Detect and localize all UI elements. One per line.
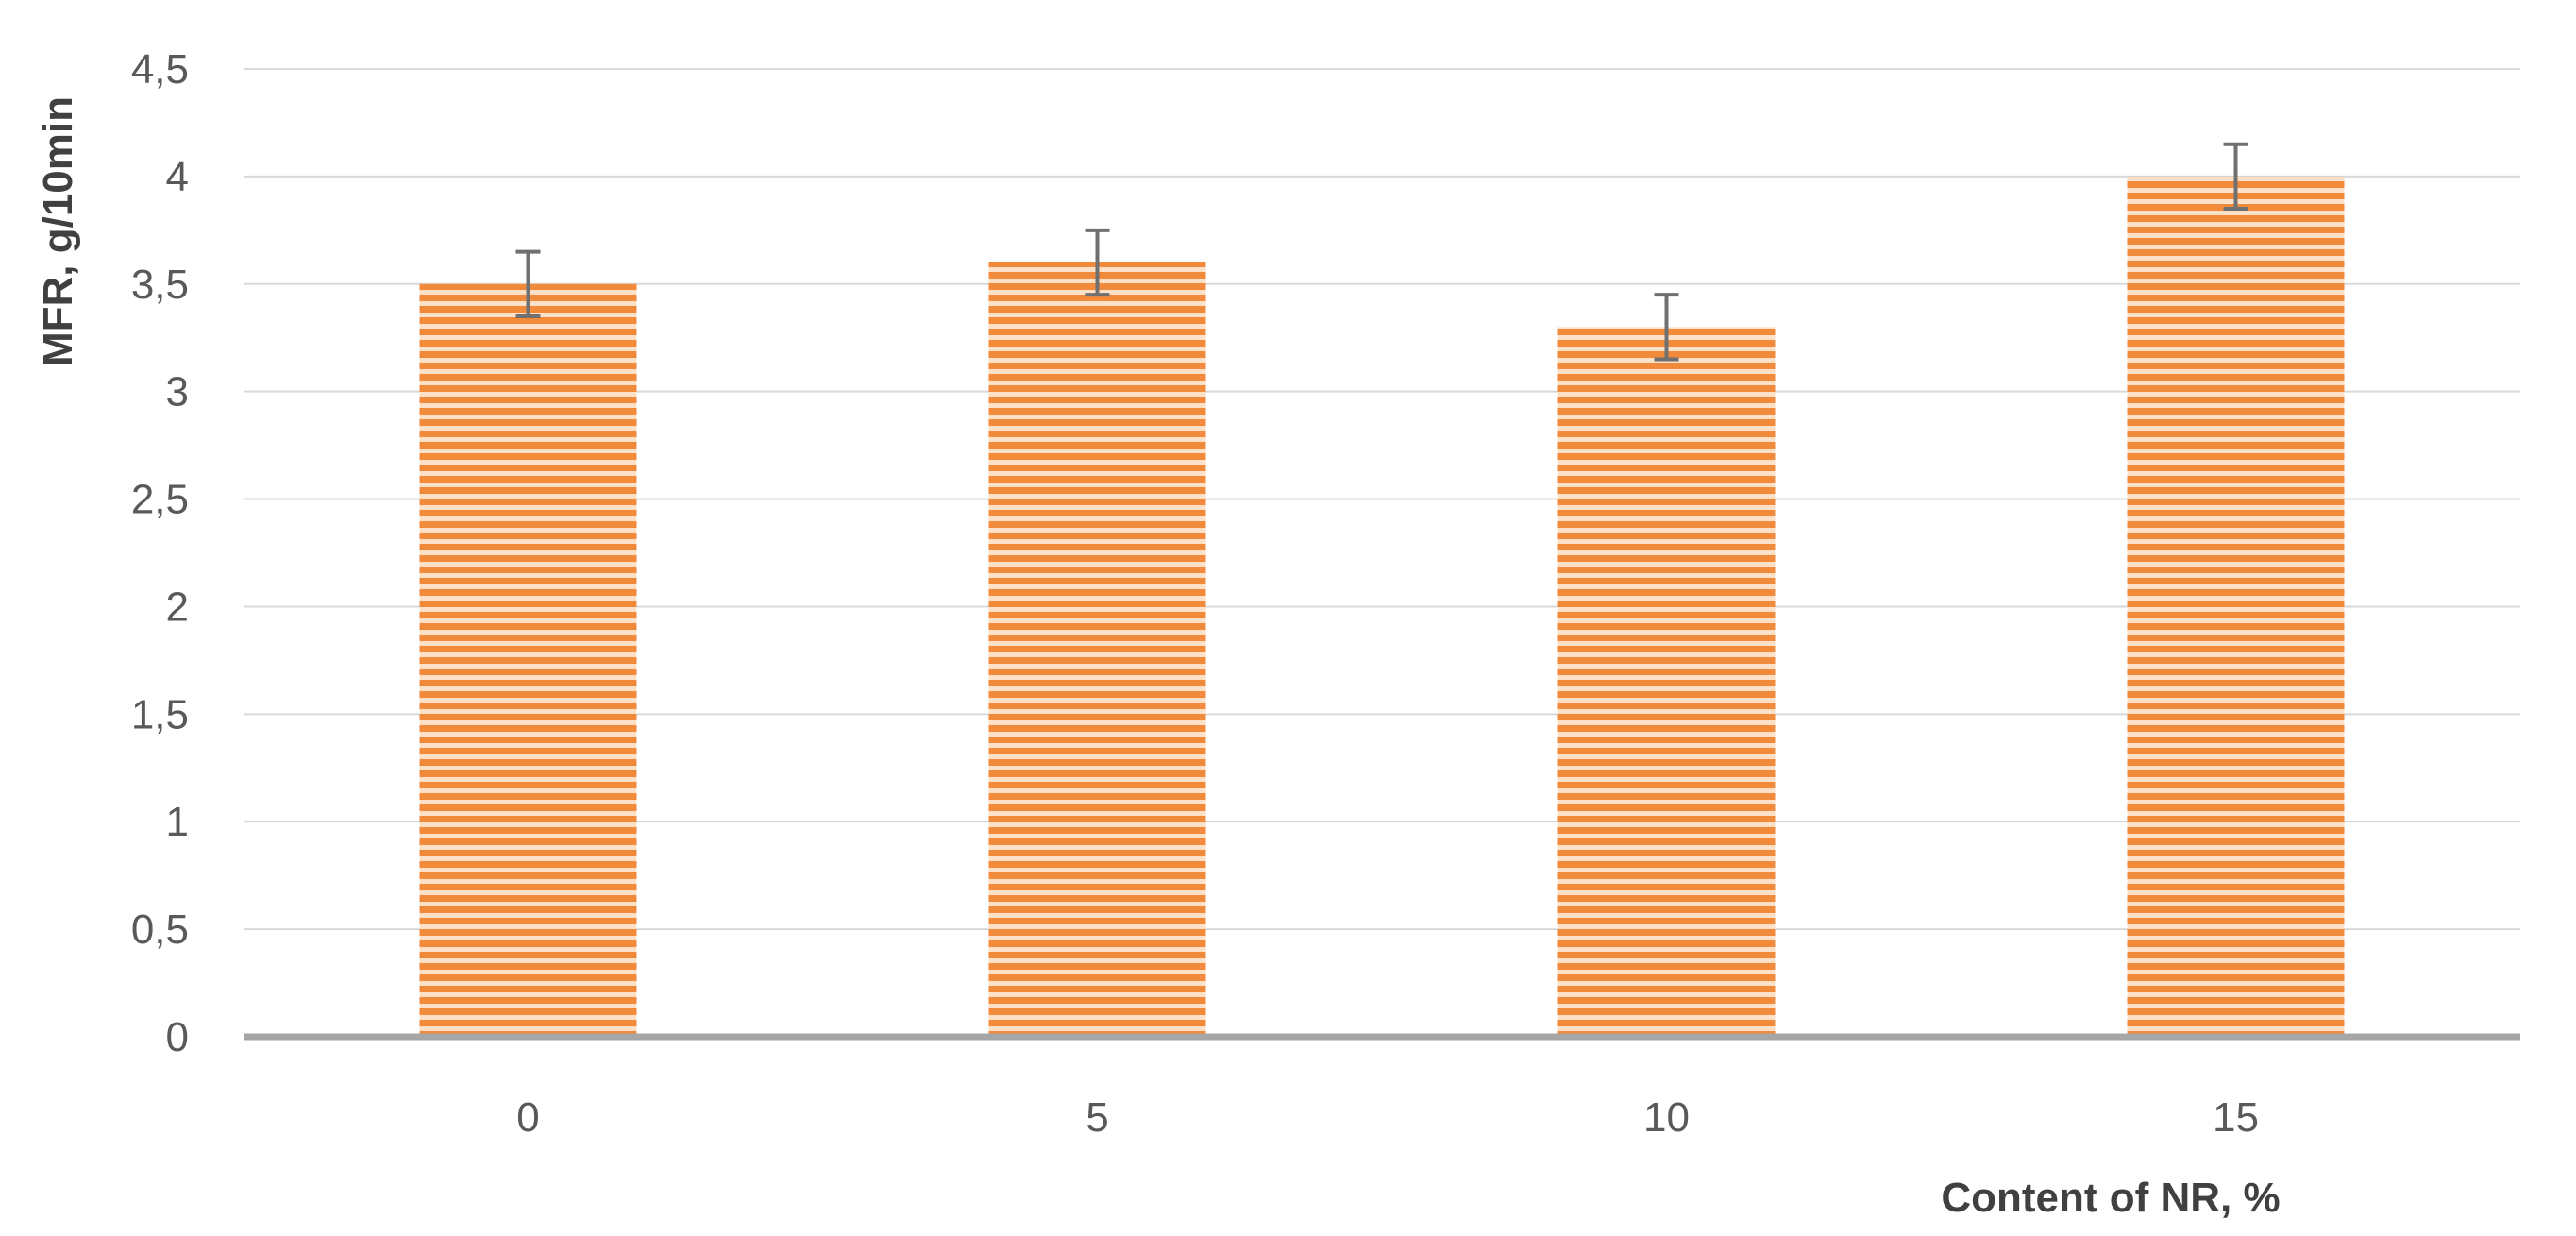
y-tick-label: 2,5 xyxy=(131,477,189,523)
bars xyxy=(419,176,2345,1037)
y-tick-labels: 0 0,5 1 1,5 2 2,5 3 3,5 4 4,5 xyxy=(131,46,189,1060)
y-tick-label: 0,5 xyxy=(131,906,189,953)
error-bar xyxy=(515,249,541,318)
x-tick-label: 10 xyxy=(1643,1094,1690,1141)
y-tick-label: 3 xyxy=(166,369,189,415)
y-tick-label: 0 xyxy=(166,1014,189,1060)
x-axis-title: Content of NR, % xyxy=(1941,1175,2280,1221)
y-tick-label: 4,5 xyxy=(131,46,189,93)
y-tick-label: 3,5 xyxy=(131,262,189,308)
error-bar xyxy=(1085,228,1110,297)
error-bar xyxy=(1654,293,1679,362)
x-tick-label: 5 xyxy=(1086,1094,1108,1141)
y-tick-label: 4 xyxy=(166,154,189,200)
x-tick-labels: 0 5 10 15 xyxy=(516,1094,2259,1141)
bar xyxy=(419,283,637,1037)
bar xyxy=(1557,327,1776,1037)
x-tick-label: 15 xyxy=(2213,1094,2259,1141)
bar xyxy=(2127,176,2345,1037)
y-tick-label: 2 xyxy=(166,584,189,630)
error-bars xyxy=(515,142,2248,362)
x-tick-label: 0 xyxy=(516,1094,539,1141)
error-bar xyxy=(2223,142,2248,212)
y-axis-title: MFR, g/10min xyxy=(35,96,81,366)
bar xyxy=(988,262,1206,1037)
y-tick-label: 1,5 xyxy=(131,691,189,737)
y-tick-label: 1 xyxy=(166,799,189,845)
